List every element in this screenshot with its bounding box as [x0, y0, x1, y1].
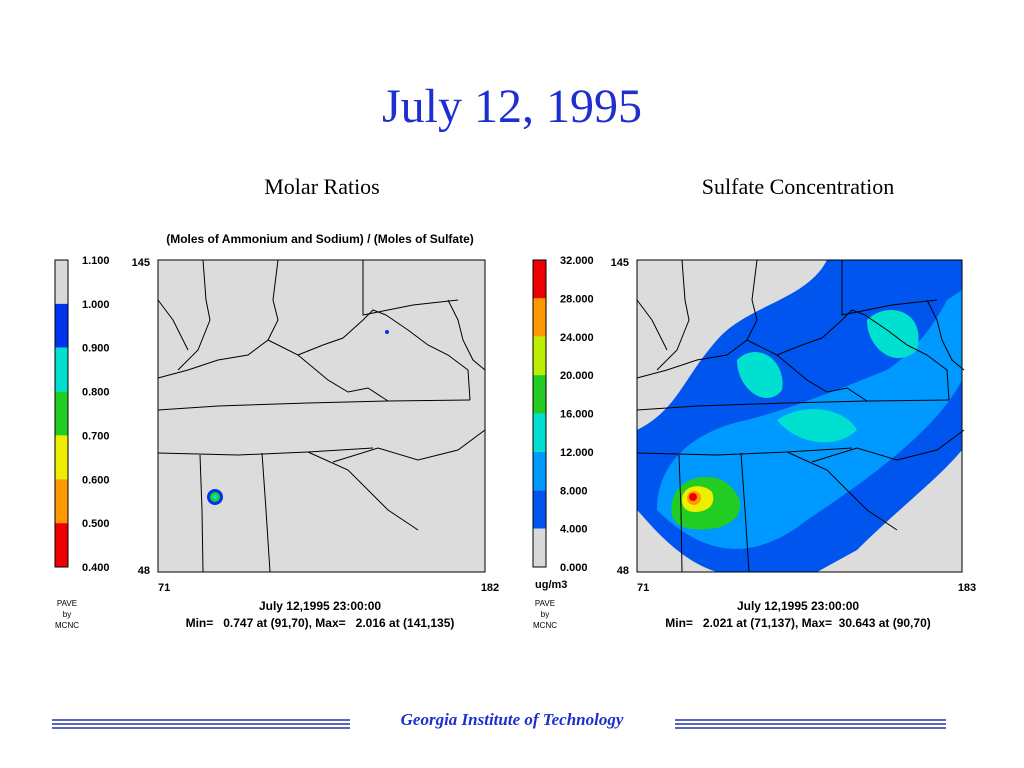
- colorbar-label: 28.000: [560, 293, 594, 305]
- colorbar-label: 0.500: [82, 518, 110, 530]
- axis-label: 145: [611, 257, 629, 269]
- panel-heading: Molar Ratios: [264, 174, 380, 199]
- colorbar-label: 0.900: [82, 343, 110, 355]
- credit: PAVE: [57, 599, 77, 608]
- colorbar-label: 0.700: [82, 430, 110, 442]
- axis-label: 48: [617, 565, 629, 577]
- colorbar-swatch: [533, 490, 546, 529]
- axis-label: 145: [132, 257, 150, 269]
- credit: by: [63, 610, 71, 619]
- colorbar-swatch: [533, 413, 546, 452]
- colorbar-label: 20.000: [560, 370, 594, 382]
- slide-title: July 12, 1995: [382, 80, 642, 133]
- credit: PAVE: [535, 599, 555, 608]
- colorbar-swatch: [55, 435, 68, 480]
- map-left: [157, 259, 486, 573]
- colorbar-label: 0.400: [82, 562, 110, 574]
- colorbar-label: 1.100: [82, 255, 110, 267]
- stats: Min= 0.747 at (91,70), Max= 2.016 at (14…: [186, 616, 455, 630]
- colorbar-swatch: [55, 347, 68, 392]
- axis-label: 48: [138, 565, 150, 577]
- colorbar-swatch: [533, 298, 546, 337]
- map-right: [636, 259, 965, 573]
- footer-rule: [52, 719, 946, 729]
- colorbar-label: 0.600: [82, 474, 110, 486]
- credit: by: [541, 610, 549, 619]
- colorbar-label: 1.000: [82, 299, 110, 311]
- colorbar-label: 24.000: [560, 332, 594, 344]
- timestamp: July 12,1995 23:00:00: [737, 599, 859, 613]
- colorbar-label: 32.000: [560, 255, 594, 267]
- credit: MCNC: [533, 621, 557, 630]
- axis-label: 183: [958, 582, 976, 594]
- colorbar-label: 0.800: [82, 387, 110, 399]
- colorbar-swatch: [533, 336, 546, 376]
- colorbar-swatch: [55, 523, 68, 567]
- colorbar-label: 12.000: [560, 447, 594, 459]
- colorbar-swatch: [55, 391, 68, 436]
- colorbar-swatch: [55, 479, 68, 524]
- credit: MCNC: [55, 621, 79, 630]
- colorbar-frame: [54, 259, 69, 568]
- axis-label: 71: [158, 582, 170, 594]
- colorbar-swatch: [533, 451, 546, 491]
- timestamp: July 12,1995 23:00:00: [259, 599, 381, 613]
- colorbar-frame: [532, 259, 547, 568]
- axis-label: 71: [637, 582, 649, 594]
- colorbar-unit: ug/m3: [535, 579, 567, 591]
- colorbar-swatch: [533, 528, 546, 567]
- colorbar-swatch: [533, 260, 546, 299]
- colorbar-label: 16.000: [560, 409, 594, 421]
- panel-heading: Sulfate Concentration: [702, 174, 894, 199]
- colorbar-label: 8.000: [560, 485, 588, 497]
- panel-subtitle: (Moles of Ammonium and Sodium) / (Moles …: [166, 232, 474, 246]
- colorbar-swatch: [533, 375, 546, 414]
- axis-label: 182: [481, 582, 499, 594]
- footer-text: Georgia Institute of Technology: [401, 710, 624, 729]
- colorbar-label: 4.000: [560, 524, 588, 536]
- stats: Min= 2.021 at (71,137), Max= 30.643 at (…: [665, 616, 930, 630]
- colorbar-swatch: [55, 303, 68, 348]
- colorbar-label: 0.000: [560, 562, 588, 574]
- colorbar-swatch: [55, 260, 68, 304]
